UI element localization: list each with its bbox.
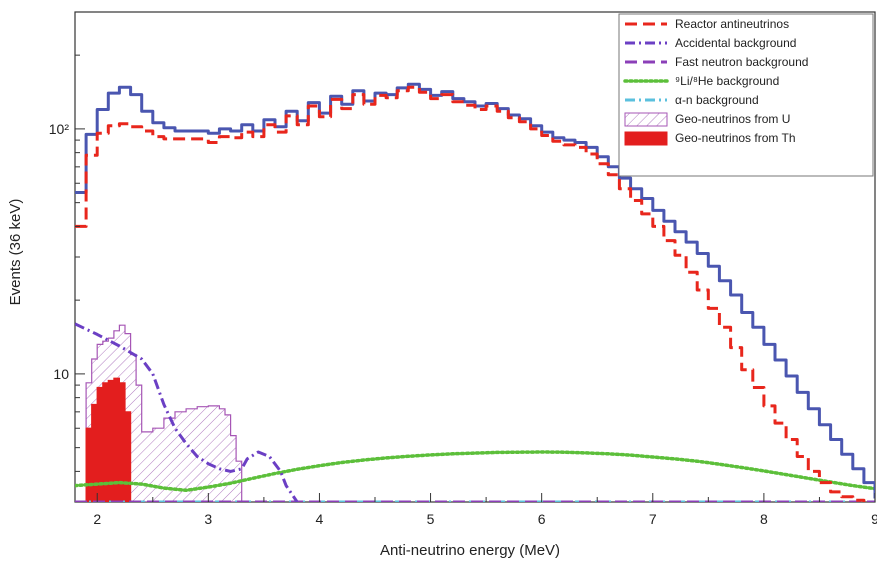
legend-label: Accidental background xyxy=(675,36,796,50)
series-lines xyxy=(75,82,875,502)
axes: 2 3 4 5 6 7 8 9 10 10² xyxy=(49,54,877,527)
legend-box xyxy=(618,13,874,177)
series-line-1 xyxy=(75,85,866,502)
legend-label: Geo-neutrinos from Th xyxy=(675,131,796,145)
x-tick-label: 2 xyxy=(93,511,101,527)
legend: Reactor antineutrinos Accidental backgrou… xyxy=(618,13,874,177)
legend-label: α-n background xyxy=(675,93,759,107)
x-tick-label: 9 xyxy=(871,511,877,527)
x-tick-label: 7 xyxy=(649,511,657,527)
legend-swatch xyxy=(624,131,668,146)
legend-label: Reactor antineutrinos xyxy=(675,17,789,31)
x-tick-label: 3 xyxy=(204,511,212,527)
legend-label: Fast neutron background xyxy=(675,55,808,69)
legend-label: Geo-neutrinos from U xyxy=(675,112,790,126)
x-tick-label: 4 xyxy=(316,511,324,527)
y-tick-label: 10² xyxy=(49,121,70,137)
filled-areas xyxy=(75,324,243,502)
series-line-4 xyxy=(75,450,875,493)
series-line-2 xyxy=(75,322,299,502)
y-tick-label: 10 xyxy=(53,366,69,382)
x-tick-label: 5 xyxy=(427,511,435,527)
area-geo-th xyxy=(75,377,132,502)
x-tick-label: 6 xyxy=(538,511,546,527)
x-tick-label: 8 xyxy=(760,511,768,527)
y-axis-label: Events (36 keV) xyxy=(7,199,24,306)
x-axis-label: Anti-neutrino energy (MeV) xyxy=(380,542,560,559)
legend-swatch xyxy=(624,112,668,127)
legend-label: ⁹Li/⁸He background xyxy=(675,74,779,88)
